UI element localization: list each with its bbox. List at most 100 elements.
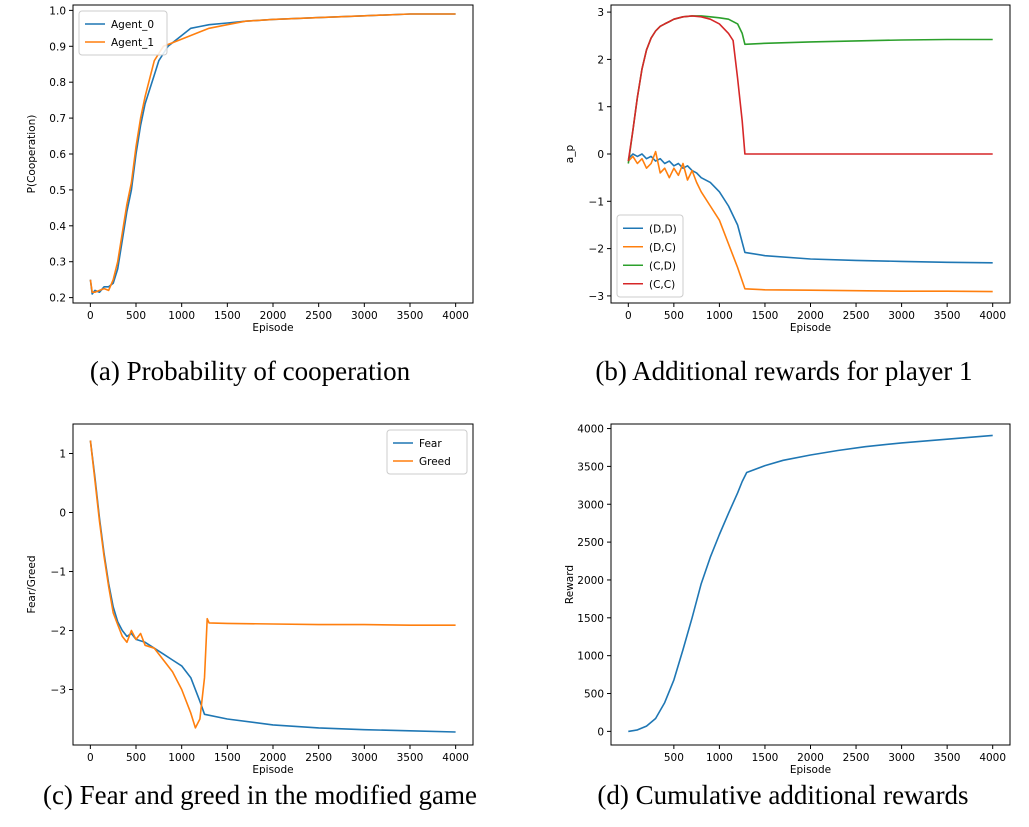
series-line-a-1 [89, 13, 456, 294]
y-tick-label-c: −1 [51, 567, 66, 579]
x-tick-label-d: 3000 [888, 752, 915, 764]
y-tick-label-a: 1.0 [49, 5, 66, 17]
x-tick-label-d: 1000 [706, 752, 733, 764]
y-axis-label-d: Reward [564, 565, 576, 604]
x-tick-label-c: 1500 [214, 752, 241, 764]
x-tick-label-b: 3500 [934, 310, 961, 322]
y-tick-label-d: 1500 [577, 613, 604, 625]
series-line-d-0 [628, 434, 993, 733]
x-tick-label-a: 2000 [260, 310, 287, 322]
x-tick-label-d: 2000 [797, 752, 824, 764]
y-tick-label-d: 500 [584, 689, 604, 701]
legend-label-b: (C,D) [649, 260, 676, 272]
x-tick-label-d: 4000 [979, 752, 1006, 764]
x-tick-label-b: 2500 [843, 310, 870, 322]
x-tick-label-a: 1000 [168, 310, 195, 322]
chart-b: 0 500 1000 1500 2000 2500 3000 3500 4000 −3 −2 −1 0 1… [564, 4, 1011, 334]
plot-frame-d [610, 423, 1011, 746]
y-tick-label-c: 1 [59, 449, 66, 461]
x-axis-label-d: Episode [790, 764, 831, 776]
y-tick-label-d: 3000 [577, 499, 604, 511]
x-tick-label-a: 4000 [442, 310, 469, 322]
y-tick-label-b: 1 [597, 102, 604, 114]
y-tick-label-b: 0 [597, 149, 604, 161]
legend-label-b: (D,C) [649, 242, 676, 254]
x-tick-label-c: 2000 [260, 752, 287, 764]
chart-d: 500 1000 1500 2000 2500 3000 3500 4000 0 500 1000 1… [564, 423, 1011, 776]
x-tick-label-d: 500 [664, 752, 684, 764]
series-line-b-2 [627, 15, 993, 164]
y-tick-label-b: −2 [589, 244, 604, 256]
y-tick-label-a: 0.3 [49, 257, 66, 269]
chart-c: 0 500 1000 1500 2000 2500 3000 3500 4000 −3 −2 −1 0 1… [26, 423, 474, 776]
legend-label-a: Agent_0 [111, 19, 154, 31]
y-tick-label-a: 0.2 [49, 293, 66, 305]
y-tick-label-a: 0.6 [49, 149, 66, 161]
x-tick-label-c: 2500 [305, 752, 332, 764]
x-tick-label-c: 3500 [397, 752, 424, 764]
y-axis-label-a: P(Cooperation) [26, 115, 38, 194]
x-tick-label-a: 1500 [214, 310, 241, 322]
x-axis-label-a: Episode [252, 322, 293, 334]
series-line-b-1 [627, 150, 993, 293]
legend-box-c [386, 429, 468, 475]
x-tick-label-c: 1000 [168, 752, 195, 764]
x-tick-label-a: 2500 [305, 310, 332, 322]
x-tick-label-b: 1500 [752, 310, 779, 322]
y-tick-label-b: −1 [589, 196, 604, 208]
y-tick-label-c: −2 [51, 626, 66, 638]
caption-a: (a) Probability of cooperation [89, 356, 411, 386]
y-tick-label-a: 0.8 [49, 77, 66, 89]
y-axis-label-b: a_p [564, 144, 576, 163]
series-line-c-0 [89, 440, 456, 733]
y-tick-label-d: 3500 [577, 461, 604, 473]
x-tick-label-a: 500 [126, 310, 146, 322]
x-tick-label-b: 0 [625, 310, 632, 322]
x-tick-label-c: 3000 [351, 752, 378, 764]
x-tick-label-d: 2500 [843, 752, 870, 764]
x-axis-label-c: Episode [252, 764, 293, 776]
x-tick-label-b: 3000 [888, 310, 915, 322]
y-tick-label-a: 0.9 [49, 41, 66, 53]
x-axis-label-b: Episode [790, 322, 831, 334]
caption-c: (c) Fear and greed in the modified game [42, 780, 478, 810]
x-tick-label-a: 0 [87, 310, 94, 322]
series-line-a-0 [89, 13, 456, 295]
y-tick-label-d: 2500 [577, 537, 604, 549]
x-tick-label-c: 500 [126, 752, 146, 764]
legend-label-a: Agent_1 [111, 37, 154, 49]
legend-label-c: Greed [419, 456, 451, 468]
y-axis-label-c: Fear/Greed [26, 555, 38, 613]
x-tick-label-b: 1000 [706, 310, 733, 322]
y-tick-label-d: 4000 [577, 424, 604, 436]
y-tick-label-d: 1000 [577, 651, 604, 663]
y-tick-label-b: −3 [589, 291, 604, 303]
y-tick-label-d: 2000 [577, 575, 604, 587]
y-tick-label-c: 0 [59, 508, 66, 520]
x-tick-label-b: 2000 [797, 310, 824, 322]
x-tick-label-b: 500 [664, 310, 684, 322]
legend-label-b: (C,C) [649, 279, 675, 291]
y-tick-label-a: 0.5 [49, 185, 66, 197]
y-tick-label-d: 0 [597, 726, 604, 738]
series-line-b-3 [627, 15, 993, 162]
series-line-b-0 [627, 153, 993, 264]
x-tick-label-d: 3500 [934, 752, 961, 764]
series-line-c-1 [89, 440, 456, 729]
x-tick-label-c: 4000 [442, 752, 469, 764]
y-tick-label-c: −3 [51, 685, 66, 697]
chart-a: 0 500 1000 1500 2000 2500 3000 3500 4000 0.2 0.3 0.… [26, 4, 474, 334]
y-tick-label-a: 0.4 [49, 221, 66, 233]
y-tick-label-b: 3 [597, 7, 604, 19]
y-tick-label-a: 0.7 [49, 113, 66, 125]
x-tick-label-d: 1500 [752, 752, 779, 764]
legend-label-c: Fear [419, 438, 442, 450]
y-tick-label-b: 2 [597, 54, 604, 66]
caption-b: (b) Additional rewards for player 1 [595, 356, 973, 386]
x-tick-label-a: 3000 [351, 310, 378, 322]
legend-label-b: (D,D) [649, 223, 677, 235]
x-tick-label-b: 4000 [979, 310, 1006, 322]
legend-box-a [78, 10, 168, 56]
x-tick-label-c: 0 [87, 752, 94, 764]
